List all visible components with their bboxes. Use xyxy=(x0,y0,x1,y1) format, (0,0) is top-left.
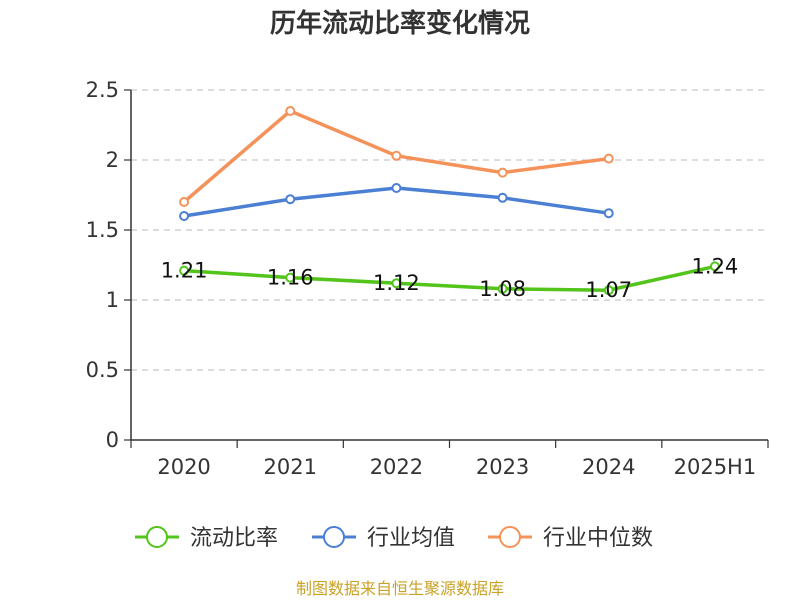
data-point xyxy=(285,272,296,283)
data-point xyxy=(391,278,402,289)
data-point xyxy=(603,208,614,219)
x-tick-label: 2021 xyxy=(264,455,317,479)
data-point xyxy=(391,150,402,161)
data-label: 1.21 xyxy=(161,259,208,283)
data-point xyxy=(179,197,190,207)
y-tick-label: 1.5 xyxy=(86,218,119,242)
legend-marker xyxy=(499,526,521,548)
x-tick-label: 2025H1 xyxy=(674,455,757,479)
y-tick-label: 0 xyxy=(106,428,119,452)
data-point xyxy=(391,183,402,193)
data-label: 1.12 xyxy=(373,271,420,295)
data-point xyxy=(709,261,720,272)
series-line xyxy=(183,264,716,292)
legend-item[interactable]: 流动比率 xyxy=(135,526,278,551)
grid-lines xyxy=(131,89,768,371)
series-1 xyxy=(179,183,614,221)
legend-label: 行业均值 xyxy=(367,526,455,551)
data-point xyxy=(497,192,508,203)
legend-marker xyxy=(323,526,345,548)
y-tick-label: 2.5 xyxy=(86,78,119,102)
legend-label: 流动比率 xyxy=(190,526,278,551)
data-point xyxy=(179,211,190,221)
x-tick-label: 2020 xyxy=(157,455,210,479)
y-tick-label: 1 xyxy=(106,288,119,312)
data-point xyxy=(497,167,508,178)
axes: 0 0.5 1 1.5 2 2.5 2020 2021 2022 2023 2024 2025H1 xyxy=(86,78,769,479)
data-label: 1.07 xyxy=(585,278,632,302)
x-tick-label: 2023 xyxy=(476,455,529,479)
data-labels: 1.21 1.16 1.12 1.08 1.07 1.24 xyxy=(161,254,739,302)
legend-marker xyxy=(146,526,168,548)
series-2 xyxy=(179,106,614,207)
legend-label: 行业中位数 xyxy=(543,526,653,551)
source-note: 制图数据来自恒生聚源数据库 xyxy=(296,579,504,598)
data-point xyxy=(179,265,190,276)
x-tick-label: 2022 xyxy=(370,455,423,479)
series-0 xyxy=(179,261,720,296)
series-lines xyxy=(179,106,720,296)
chart-title: 历年流动比率变化情况 xyxy=(270,8,530,39)
legend: 流动比率 行业均值 行业中位数 xyxy=(135,526,653,551)
data-point xyxy=(603,153,614,164)
data-label: 1.16 xyxy=(267,266,314,290)
y-tick-label: 2 xyxy=(106,148,119,172)
data-point xyxy=(497,283,508,294)
legend-item[interactable]: 行业均值 xyxy=(312,526,455,551)
data-point xyxy=(285,106,296,116)
legend-item[interactable]: 行业中位数 xyxy=(488,526,653,551)
y-tick-label: 0.5 xyxy=(86,358,119,382)
x-tick-label: 2024 xyxy=(582,455,635,479)
data-point xyxy=(285,194,296,205)
data-label: 1.08 xyxy=(479,277,526,301)
data-label: 1.24 xyxy=(692,254,739,278)
data-point xyxy=(603,285,614,296)
